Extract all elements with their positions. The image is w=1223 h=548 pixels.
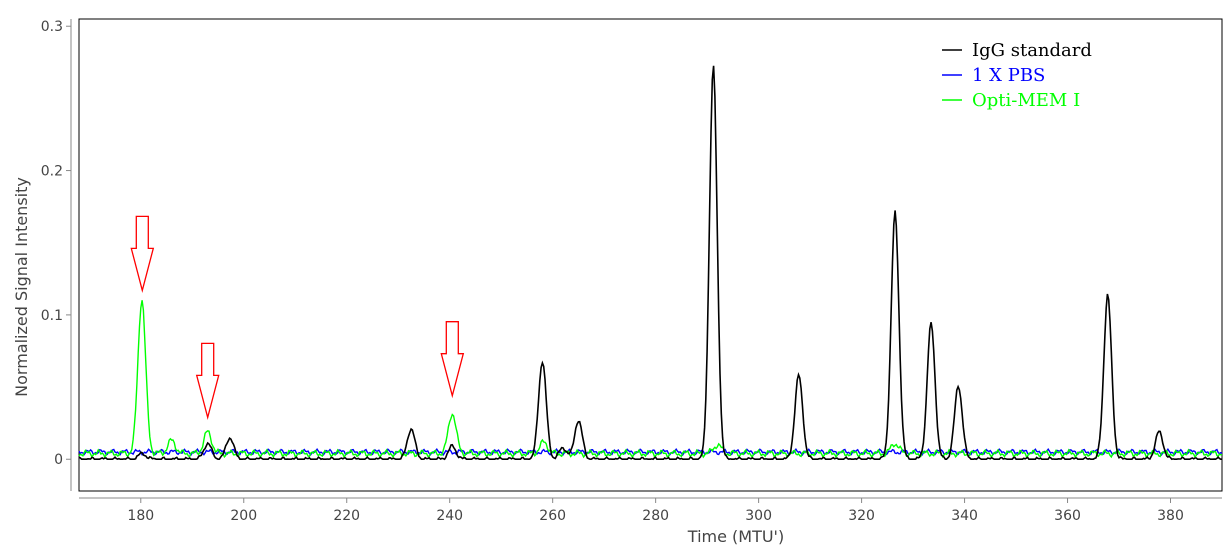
- x-tick-label: 200: [230, 508, 257, 524]
- x-tick-label: 220: [333, 508, 360, 524]
- x-axis-title: Time (MTU'): [687, 527, 784, 546]
- x-tick-label: 300: [745, 508, 772, 524]
- x-tick-label: 360: [1054, 508, 1081, 524]
- x-axis: 180 200 220 240 260 280 300 320 340 360 380: [79, 497, 1222, 524]
- series-group: [78, 65, 1223, 461]
- y-tick-label: 0.1: [41, 308, 63, 324]
- series-line: [78, 65, 1222, 461]
- x-tick-label: 340: [951, 508, 978, 524]
- x-tick-label: 260: [539, 508, 566, 524]
- y-tick-label: 0.2: [41, 164, 63, 180]
- plot-frame: [78, 18, 1223, 492]
- legend-label: 1 X PBS: [972, 65, 1045, 86]
- y-axis-title: Normalized Signal Intensity: [12, 177, 31, 397]
- x-tick-label: 320: [848, 508, 875, 524]
- series-line: [78, 300, 1223, 459]
- x-tick-label: 240: [436, 508, 463, 524]
- down-arrow-annotation: [440, 321, 465, 399]
- x-tick-label: 380: [1157, 508, 1184, 524]
- x-tick-label: 280: [642, 508, 669, 524]
- y-tick-label: 0: [54, 452, 63, 468]
- legend-label: Opti-MEM I: [972, 90, 1080, 111]
- legend: IgG standard 1 X PBS Opti-MEM I: [942, 40, 1092, 111]
- y-tick-label: 0.3: [41, 19, 63, 35]
- x-tick-label: 180: [127, 508, 154, 524]
- down-arrow-annotation: [130, 215, 155, 293]
- legend-label: IgG standard: [972, 40, 1092, 61]
- annotations: [130, 215, 465, 420]
- plot-area: [78, 18, 1223, 492]
- y-axis: 0 0.1 0.2 0.3: [41, 19, 72, 491]
- down-arrow-annotation: [195, 342, 220, 420]
